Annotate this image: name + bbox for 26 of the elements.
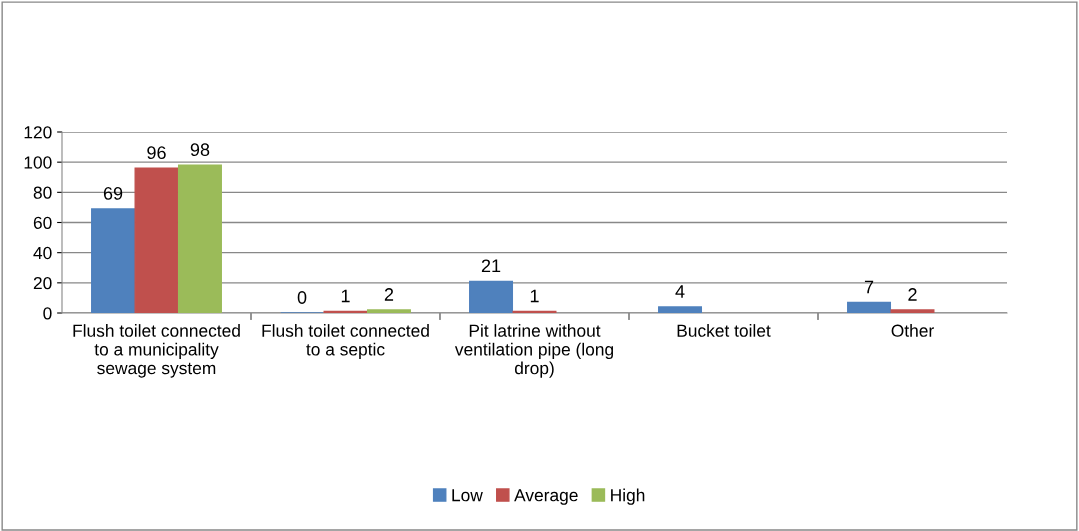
x-tick-label: Flush toilet connected to a municipality sewage system	[73, 324, 240, 378]
data-label: 98	[190, 143, 210, 157]
y-tick-label: 100	[24, 156, 52, 169]
data-label: 7	[864, 280, 874, 294]
data-label: 96	[147, 146, 166, 160]
legend-label: Average	[514, 489, 578, 505]
data-label: 2	[384, 288, 394, 301]
data-label: 1	[530, 289, 539, 303]
x-tick-label: Other	[891, 324, 934, 337]
data-label: 4	[675, 285, 685, 298]
y-tick-label: 120	[24, 126, 52, 139]
y-tick-label: 20	[33, 277, 52, 290]
y-tick-label: 40	[33, 246, 52, 260]
data-label: 69	[103, 187, 123, 200]
y-tick-label: 60	[33, 216, 52, 229]
data-label: 1	[341, 289, 350, 303]
y-tick-label: 0	[43, 307, 52, 320]
data-label: 2	[908, 288, 917, 301]
x-tick-label: Bucket toilet	[677, 324, 771, 337]
legend-label: High	[611, 488, 645, 505]
x-tick-label: Flush toilet connected to a septic	[262, 324, 429, 359]
data-label: 21	[481, 259, 501, 273]
legend-label: Low	[452, 489, 483, 502]
x-tick-label: Pit latrine without ventilation pipe (long drop)	[454, 324, 614, 378]
data-label: 0	[297, 291, 307, 304]
y-tick-label: 80	[33, 186, 52, 199]
